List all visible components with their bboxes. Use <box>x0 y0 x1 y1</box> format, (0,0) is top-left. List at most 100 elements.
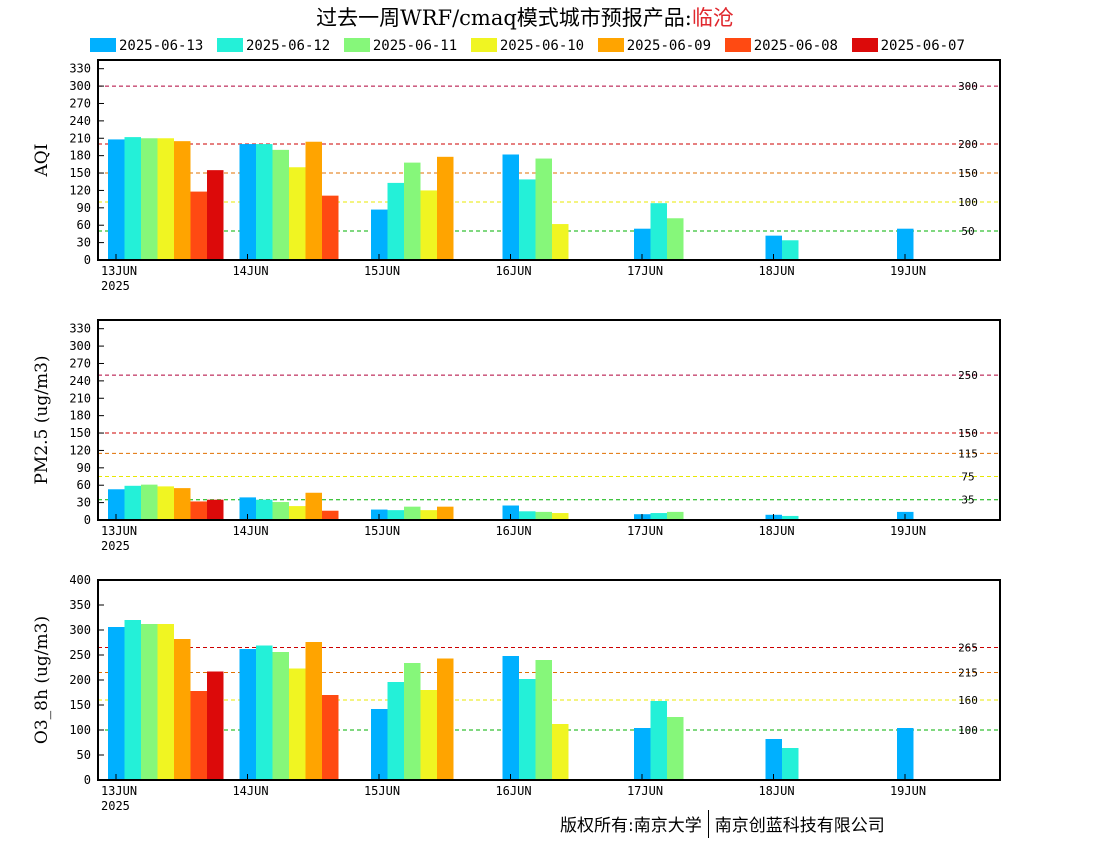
x-tick-label: 18JUN <box>758 784 794 798</box>
bar <box>256 144 273 260</box>
bar <box>437 658 454 780</box>
x-year-label: 2025 <box>101 279 130 293</box>
bar <box>207 170 224 260</box>
y-tick-label: 60 <box>77 218 91 232</box>
y-tick-label: 270 <box>69 356 91 370</box>
legend-item: 2025-06-09 <box>597 38 711 54</box>
bar <box>782 515 799 520</box>
y-tick-label: 330 <box>69 62 91 76</box>
bar <box>322 195 339 260</box>
x-tick-label: 16JUN <box>495 524 531 538</box>
bar <box>420 510 437 520</box>
bar <box>141 624 158 780</box>
bar <box>519 179 536 260</box>
y-tick-label: 0 <box>84 253 91 267</box>
bar <box>650 701 667 780</box>
bar <box>322 695 339 780</box>
bar <box>207 499 224 520</box>
threshold-label: 115 <box>958 447 978 460</box>
x-tick-label: 19JUN <box>890 524 926 538</box>
bar <box>552 724 569 780</box>
x-tick-label: 16JUN <box>495 784 531 798</box>
bar <box>108 627 125 780</box>
y-axis-label: AQI <box>32 144 52 178</box>
bar <box>502 154 519 260</box>
threshold-label: 50 <box>961 225 974 238</box>
plot-frame <box>97 59 1001 261</box>
legend-label: 2025-06-08 <box>753 38 838 54</box>
bar <box>174 488 191 520</box>
y-tick-label: 300 <box>69 339 91 353</box>
x-tick-label: 17JUN <box>627 524 663 538</box>
bar <box>634 728 651 780</box>
x-tick-label: 14JUN <box>232 524 268 538</box>
bar <box>387 510 404 520</box>
threshold-label: 200 <box>958 138 978 151</box>
y-tick-label: 270 <box>69 96 91 110</box>
bar <box>404 663 421 780</box>
bar <box>256 645 273 780</box>
y-tick-label: 0 <box>84 513 91 527</box>
y-tick-label: 210 <box>69 391 91 405</box>
x-year-label: 2025 <box>101 799 130 813</box>
threshold-label: 160 <box>958 694 978 707</box>
bar <box>634 228 651 260</box>
copyright-divider <box>707 810 709 838</box>
y-tick-label: 300 <box>69 623 91 637</box>
threshold-label: 150 <box>958 427 978 440</box>
bar <box>272 502 289 520</box>
x-tick-label: 15JUN <box>364 784 400 798</box>
y-tick-label: 210 <box>69 131 91 145</box>
bar <box>387 682 404 780</box>
bar <box>108 139 125 260</box>
legend-item: 2025-06-10 <box>470 38 584 54</box>
legend-label: 2025-06-07 <box>880 38 965 54</box>
y-tick-label: 0 <box>84 773 91 787</box>
bar <box>519 511 536 520</box>
x-year-label: 2025 <box>101 539 130 553</box>
y-tick-label: 120 <box>69 443 91 457</box>
bar <box>535 158 552 260</box>
bar <box>272 149 289 260</box>
y-tick-label: 150 <box>69 166 91 180</box>
bar <box>650 513 667 520</box>
x-tick-label: 13JUN <box>101 264 137 278</box>
x-tick-label: 14JUN <box>232 264 268 278</box>
x-tick-label: 17JUN <box>627 264 663 278</box>
bar <box>897 228 914 260</box>
legend-item: 2025-06-12 <box>216 38 331 54</box>
x-tick-label: 13JUN <box>101 784 137 798</box>
bar <box>256 499 273 520</box>
x-tick-label: 15JUN <box>364 524 400 538</box>
y-tick-label: 60 <box>77 478 91 492</box>
legend-item: 2025-06-13 <box>90 38 203 54</box>
bar <box>420 190 437 260</box>
bar <box>108 489 125 520</box>
legend-swatch <box>470 38 497 52</box>
bar <box>239 649 256 780</box>
bar <box>420 690 437 780</box>
bar <box>207 671 224 780</box>
bar <box>519 679 536 780</box>
legend-label: 2025-06-13 <box>119 38 204 54</box>
x-tick-label: 18JUN <box>758 264 794 278</box>
x-tick-label: 19JUN <box>890 264 926 278</box>
bar <box>239 144 256 260</box>
y-tick-label: 200 <box>69 673 91 687</box>
legend-label: 2025-06-11 <box>372 38 458 54</box>
bar <box>667 511 684 520</box>
bar <box>157 138 174 260</box>
threshold-label: 100 <box>958 724 978 737</box>
x-tick-label: 17JUN <box>627 784 663 798</box>
bar <box>667 717 684 780</box>
legend-label: 2025-06-12 <box>245 38 331 54</box>
legend: 2025-06-13 2025-06-12 2025-06-11 2025-06… <box>90 35 969 54</box>
legend-swatch <box>597 38 624 52</box>
y-tick-label: 30 <box>77 496 91 510</box>
y-tick-label: 300 <box>69 79 91 93</box>
bar <box>502 656 519 780</box>
y-axis-label: PM2.5 (ug/m3) <box>32 355 52 484</box>
bar <box>124 137 141 260</box>
legend-swatch <box>851 38 878 52</box>
